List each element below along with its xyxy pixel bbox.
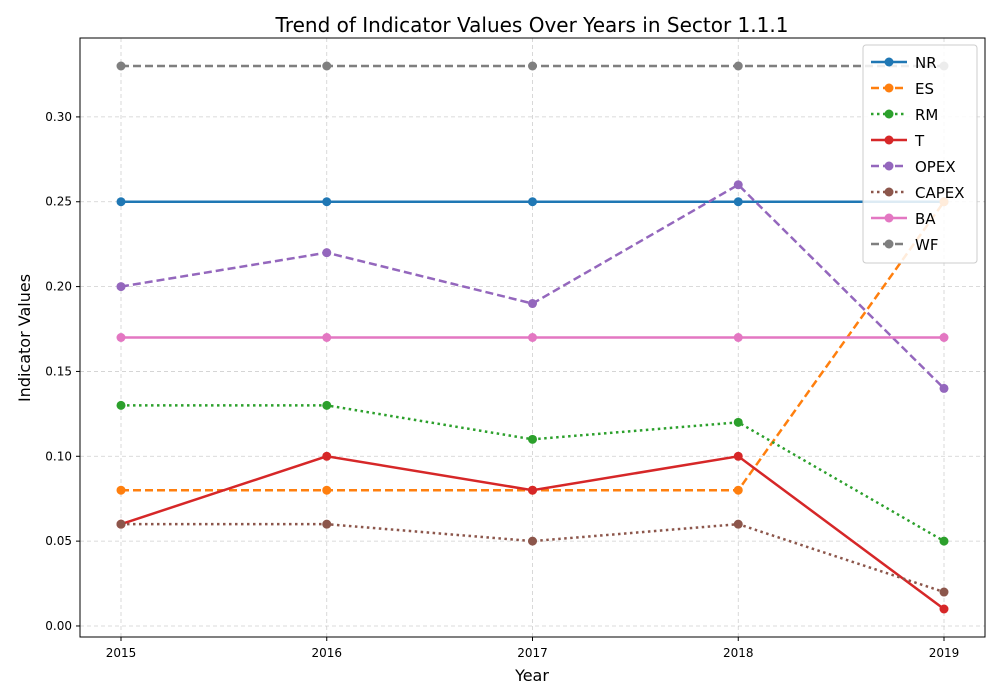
data-point [528,197,537,207]
data-point [733,417,743,427]
data-point [528,536,537,546]
x-tick-label: 2017 [517,646,548,660]
legend-marker [884,187,894,197]
data-point [528,61,537,71]
data-point [733,333,743,342]
legend-box [862,44,978,264]
series-opex [116,180,949,393]
legend-label: ES [915,80,934,98]
x-axis-ticks: 2015 2016 2017 2018 2019 [106,637,960,660]
data-point [116,282,126,292]
legend-label: NR [915,54,937,72]
data-point [322,197,332,207]
data-point [322,400,332,410]
data-point [939,587,949,597]
legend-label: BA [915,210,936,228]
legend-marker [884,135,894,145]
data-point [528,485,537,495]
y-axis-ticks: 0.00 0.05 0.10 0.15 0.20 0.25 0.30 [45,110,80,633]
y-tick-label: 0.05 [45,534,72,548]
data-point [939,536,949,546]
x-tick-label: 2016 [311,646,342,660]
x-tick-label: 2015 [106,646,137,660]
data-point [733,197,743,207]
data-point [939,383,949,393]
data-point [116,61,126,71]
legend-label: CAPEX [915,184,965,202]
data-point [322,451,332,461]
y-tick-label: 0.10 [45,449,72,463]
data-point [733,519,743,529]
data-point [733,61,743,71]
data-point [116,197,126,207]
x-tick-label: 2019 [929,646,960,660]
data-point [322,61,332,71]
series-ba [116,333,949,342]
data-point [528,434,537,444]
series-line-capex [121,522,945,594]
legend-marker [884,57,894,67]
data-point [116,333,126,342]
data-point [528,333,537,342]
legend-marker [884,161,894,171]
data-point [733,485,743,495]
data-point [116,400,126,410]
y-tick-label: 0.00 [45,619,72,633]
legend-marker [884,83,894,93]
data-point [939,604,949,614]
data-point [116,485,126,495]
data-point [322,333,332,342]
legend-label: T [914,132,925,150]
series-t [116,451,949,614]
data-point [322,519,332,529]
legend: NR ES RM T OPEX CAPEX BA WF [862,44,978,264]
series-rm [116,400,949,546]
data-point [528,299,537,309]
data-point [733,451,743,461]
data-point [733,180,743,190]
y-tick-label: 0.25 [45,195,72,209]
data-point [939,333,949,342]
y-axis-title: Indicator Values [15,274,34,402]
chart-title: Trend of Indicator Values Over Years in … [275,13,789,37]
legend-label: WF [915,236,938,254]
legend-marker [884,109,894,119]
y-tick-label: 0.20 [45,280,72,294]
y-tick-label: 0.15 [45,364,72,378]
data-point [322,485,332,495]
data-point [116,519,126,529]
y-tick-label: 0.30 [45,110,72,124]
data-point [322,248,332,258]
series-capex [116,519,949,597]
x-tick-label: 2018 [723,646,754,660]
legend-label: RM [915,106,938,124]
x-axis-title: Year [514,666,549,685]
legend-marker [884,239,894,249]
legend-marker [884,213,894,223]
legend-label: OPEX [915,158,956,176]
